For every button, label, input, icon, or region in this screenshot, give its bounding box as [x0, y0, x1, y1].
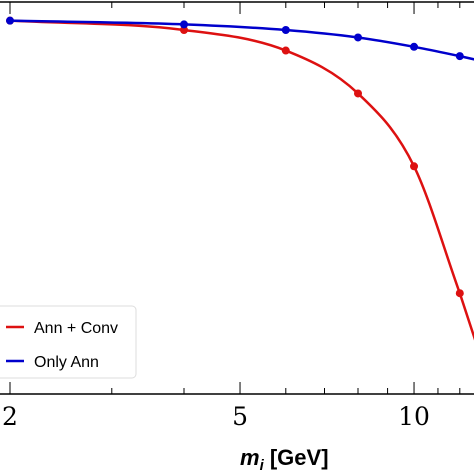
- data-point-series-1: [410, 42, 419, 51]
- series-line-0: [9, 19, 474, 341]
- x-axis-label-unit: [GeV]: [264, 445, 329, 470]
- data-point-series-1: [281, 26, 290, 34]
- x-tick-label: 10: [398, 402, 430, 431]
- x-axis-label: mi [GeV]: [240, 445, 329, 474]
- legend-label-only-ann: Only Ann: [34, 354, 99, 371]
- legend: Ann + Conv Only Ann: [0, 305, 137, 379]
- data-point-series-0: [455, 289, 464, 298]
- data-point-series-1: [180, 20, 189, 29]
- data-point-series-1: [6, 16, 14, 25]
- series-line-1: [9, 19, 474, 61]
- axes-frame: [0, 1, 474, 395]
- data-point-series-1: [354, 33, 363, 42]
- data-point-series-1: [455, 52, 464, 61]
- series-layer: [6, 16, 474, 341]
- x-tick-label: 5: [232, 402, 248, 431]
- legend-label-ann-conv: Ann + Conv: [34, 320, 118, 337]
- data-point-series-0: [354, 89, 363, 98]
- x-tick-label: 2: [2, 402, 18, 431]
- data-point-series-0: [410, 162, 419, 171]
- data-point-series-0: [281, 46, 290, 55]
- x-axis-label-sub: i: [260, 457, 265, 474]
- x-ticks: 2 5 10: [2, 2, 461, 431]
- legend-box: [0, 305, 137, 379]
- x-axis-label-main: m: [240, 445, 260, 470]
- data-point-series-0: [180, 26, 189, 34]
